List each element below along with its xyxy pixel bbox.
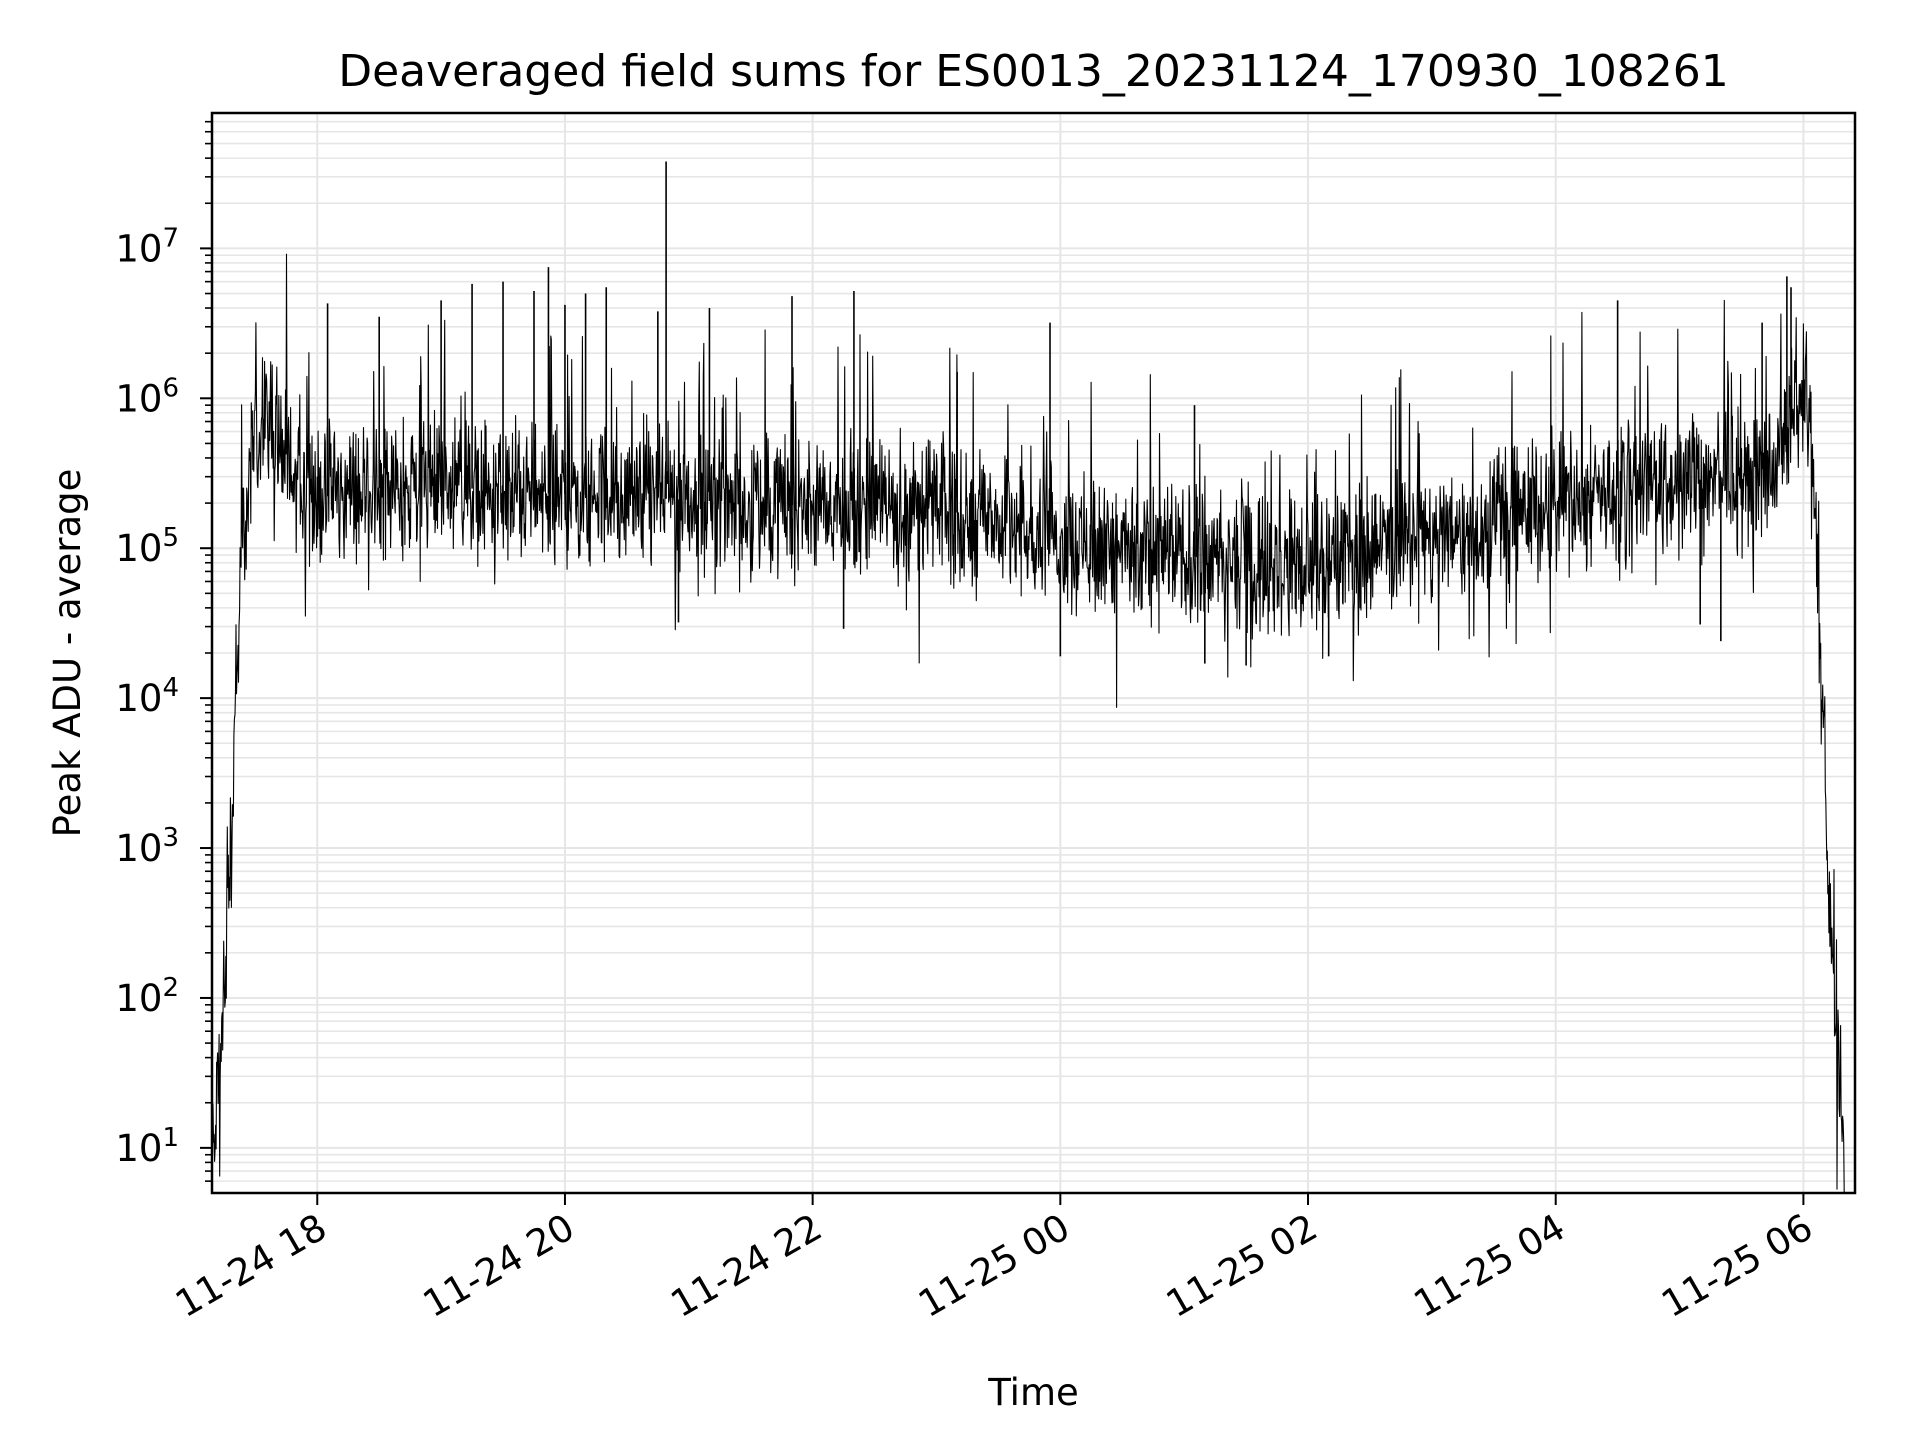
y-tick-label: 101 [115, 1123, 179, 1170]
chart-title: Deaveraged field sums for ES0013_2023112… [338, 46, 1729, 97]
y-tick-label: 107 [115, 223, 179, 270]
y-axis-label: Peak ADU - average [46, 469, 89, 838]
y-tick-label: 104 [115, 673, 179, 720]
y-tick-label: 106 [115, 373, 179, 420]
series-line [211, 253, 1845, 1194]
y-axis: 101 102 103 104 105 106 107 [115, 120, 212, 1182]
y-tick-label: 105 [115, 523, 179, 570]
grid [212, 113, 1855, 1193]
y-tick-label: 102 [115, 973, 179, 1020]
y-tick-label: 103 [115, 823, 179, 870]
plot-data [211, 161, 1845, 1194]
x-axis-label: Time [987, 1371, 1079, 1414]
